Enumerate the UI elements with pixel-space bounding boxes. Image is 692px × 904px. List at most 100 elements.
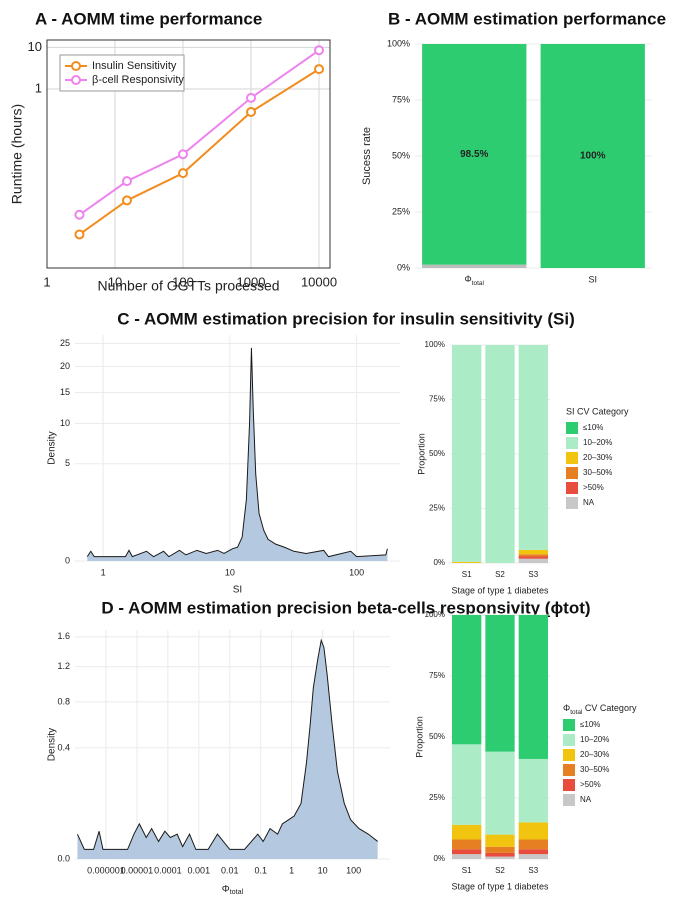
marker: [74, 209, 85, 220]
y-tick-label: 50%: [429, 449, 445, 458]
chart-title: D - AOMM estimation precision beta-cells…: [101, 598, 590, 617]
y-tick-label: 0%: [433, 558, 445, 567]
y-tick-label: 1: [35, 80, 42, 95]
legend-swatch: [563, 779, 575, 791]
marker: [314, 45, 325, 56]
x-tick-label: Φtotal: [465, 274, 484, 286]
bar-segment: [485, 615, 515, 752]
x-tick-label: 10: [318, 865, 328, 875]
y-tick-label: 15: [60, 387, 70, 397]
legend-label: ≤10%: [580, 720, 600, 729]
legend-label: Insulin Sensitivity: [92, 60, 177, 72]
x-tick-label: 100: [172, 274, 194, 289]
legend-swatch: [563, 764, 575, 776]
y-tick-label: 75%: [392, 94, 410, 104]
bar-segment: [518, 758, 548, 823]
y-tick-label: 100%: [425, 340, 445, 349]
density-area: [77, 640, 378, 859]
legend-label: 30–50%: [583, 468, 612, 477]
legend-swatch: [563, 749, 575, 761]
legend-label: 10–20%: [580, 735, 609, 744]
x-tick-label: 0.001: [188, 865, 211, 875]
marker: [246, 92, 257, 103]
legend-label: >50%: [580, 780, 601, 789]
bar-segment: [452, 561, 482, 563]
y-tick-label: 5: [65, 458, 70, 468]
bar-segment: [452, 839, 482, 850]
x-tick-label: 1: [289, 865, 294, 875]
legend-swatch: [563, 794, 575, 806]
bar-segment: [518, 558, 548, 563]
x-tick-label: 1: [101, 567, 106, 577]
bar-segment: [518, 822, 548, 840]
legend-label: ≤10%: [583, 423, 603, 432]
x-tick-label-part: total: [472, 280, 484, 287]
bar-segment: [518, 345, 548, 550]
y-tick-label: 75%: [429, 671, 445, 680]
bar-segment: [485, 856, 515, 859]
bar-segment: [452, 824, 482, 840]
legend-marker: [71, 61, 81, 71]
x-tick-label: 0.00001: [121, 865, 154, 875]
x-tick-label: S3: [528, 866, 538, 875]
x-tick-label: S1: [462, 866, 472, 875]
x-tick-label: S2: [495, 866, 505, 875]
marker: [178, 149, 189, 160]
legend-swatch: [566, 437, 578, 449]
legend-label: β-cell Responsivity: [92, 74, 184, 86]
y-tick-label: 25%: [392, 206, 410, 216]
legend-box: [59, 54, 185, 92]
y-tick-label: 10: [28, 39, 42, 54]
bar-segment: [518, 615, 548, 759]
legend-swatch: [566, 482, 578, 494]
legend-swatch: [566, 467, 578, 479]
legend-label: 20–30%: [580, 750, 609, 759]
y-axis-label: Proportion: [414, 716, 424, 758]
legend-label: NA: [583, 498, 595, 507]
x-tick-label: 100: [346, 865, 361, 875]
bar-segment: [485, 345, 515, 563]
x-axis-label: Stage of type 1 diabetes: [451, 881, 549, 891]
legend-swatch: [563, 719, 575, 731]
y-tick-label: 25%: [429, 504, 445, 513]
x-tick-label: S1: [462, 570, 472, 579]
density-area: [87, 347, 388, 561]
y-axis-label: Proportion: [416, 433, 426, 475]
chart-title: A - AOMM time performance: [35, 9, 262, 28]
chart-title: C - AOMM estimation precision for insuli…: [117, 309, 574, 328]
y-tick-label: 25: [60, 338, 70, 348]
y-tick-label: 10: [60, 418, 70, 428]
bar-segment: [518, 854, 548, 859]
marker: [74, 229, 85, 240]
x-tick-label: 0.000001: [87, 865, 125, 875]
bar-segment: [452, 744, 482, 825]
y-tick-label: 75%: [429, 395, 445, 404]
x-tick-label: 0.01: [221, 865, 239, 875]
legend-swatch: [566, 497, 578, 509]
x-tick-label: S2: [495, 570, 505, 579]
bar-segment: [540, 44, 645, 268]
y-tick-label: 100%: [425, 610, 445, 619]
value-label: 98.5%: [460, 149, 488, 160]
x-tick-label: 100: [349, 567, 364, 577]
legend-label: >50%: [583, 483, 604, 492]
density-line: [86, 347, 388, 558]
x-tick-label-part: Φ: [465, 274, 472, 284]
x-tick-label: 10000: [301, 274, 337, 289]
y-tick-label: 0%: [433, 854, 445, 863]
x-axis-label: Φtotal: [222, 884, 244, 896]
x-tick-label: 10: [108, 274, 122, 289]
x-axis-label: SI: [233, 585, 242, 596]
bar-segment: [452, 854, 482, 859]
marker: [314, 64, 325, 75]
bar-segment: [422, 44, 527, 265]
bar-segment: [518, 556, 548, 559]
legend-label: 20–30%: [583, 453, 612, 462]
x-tick-label: 1: [43, 274, 50, 289]
marker: [121, 176, 132, 187]
bar-segment: [518, 849, 548, 855]
bar-segment: [518, 554, 548, 557]
x-axis-label: Number of OGTTs processed: [97, 278, 279, 294]
bar-segment: [485, 852, 515, 857]
